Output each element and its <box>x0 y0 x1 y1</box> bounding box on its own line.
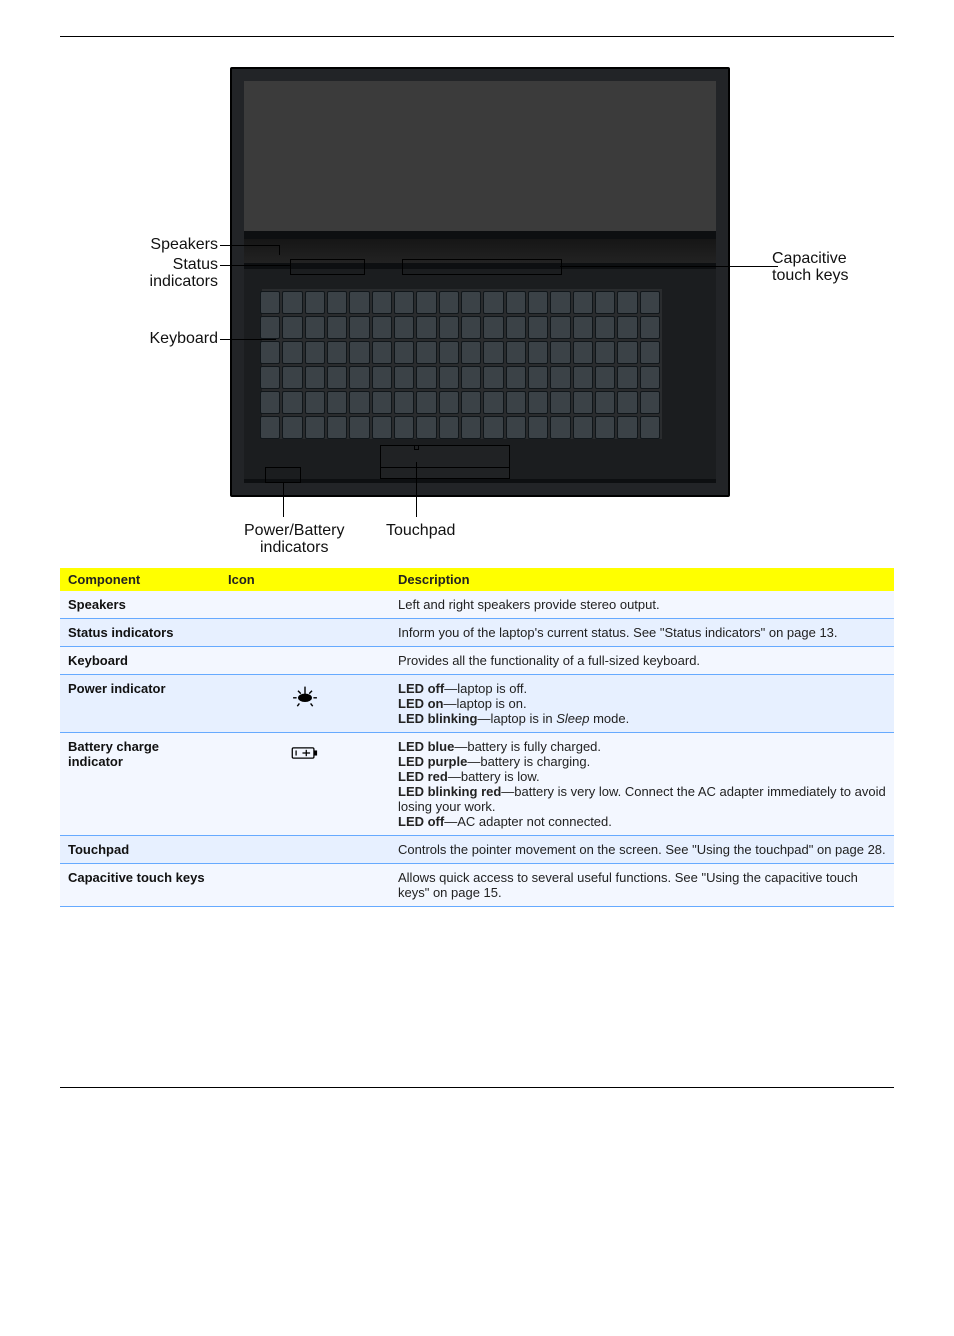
label-power-battery-indicators: Power/Batteryindicators <box>244 523 344 557</box>
touchpad-graphic <box>380 445 510 479</box>
leader-line <box>416 462 417 517</box>
table-row: Battery charge indicator LED blue—battery… <box>60 733 894 836</box>
top-rule <box>60 36 894 37</box>
table-header-icon: Icon <box>220 567 390 591</box>
cell-description: Left and right speakers provide stereo o… <box>390 591 894 619</box>
cell-icon <box>220 864 390 907</box>
cell-icon <box>220 619 390 647</box>
cell-description: Allows quick access to several useful fu… <box>390 864 894 907</box>
cell-icon <box>220 733 390 836</box>
cell-description: LED off—laptop is off.LED on—laptop is o… <box>390 675 894 733</box>
table-header-component: Component <box>60 567 220 591</box>
cell-component: Keyboard <box>60 647 220 675</box>
table-row: Status indicators Inform you of the lapto… <box>60 619 894 647</box>
table-row: Speakers Left and right speakers provide … <box>60 591 894 619</box>
laptop-diagram: Speakers Statusindicators Keyboard Capac… <box>60 67 894 542</box>
components-table: Component Icon Description Speakers Left … <box>60 566 894 907</box>
label-speakers: Speakers <box>150 237 218 254</box>
leader-line <box>283 483 284 517</box>
cell-icon <box>220 675 390 733</box>
leader-line <box>220 339 276 340</box>
label-keyboard: Keyboard <box>150 331 219 348</box>
label-touchpad: Touchpad <box>386 523 455 540</box>
page: Speakers Statusindicators Keyboard Capac… <box>0 0 954 1128</box>
label-capacitive-touch-keys: Capacitivetouch keys <box>772 251 848 285</box>
cell-component: Capacitive touch keys <box>60 864 220 907</box>
cell-description: Provides all the functionality of a full… <box>390 647 894 675</box>
table-row: Capacitive touch keys Allows quick access… <box>60 864 894 907</box>
leader-line <box>560 266 778 267</box>
leader-line <box>279 245 280 255</box>
leader-node <box>414 445 419 450</box>
bottom-rule <box>60 1087 894 1088</box>
cell-icon <box>220 836 390 864</box>
cell-component: Power indicator <box>60 675 220 733</box>
cell-description: Controls the pointer movement on the scr… <box>390 836 894 864</box>
callout-box-capacitive <box>402 259 562 275</box>
leader-line <box>220 265 290 266</box>
label-status-indicators: Statusindicators <box>150 257 218 291</box>
table-header-description: Description <box>390 567 894 591</box>
leader-line <box>220 245 280 246</box>
keyboard-graphic <box>260 291 660 439</box>
cell-component: Speakers <box>60 591 220 619</box>
cell-icon <box>220 647 390 675</box>
table-row: Power indicator LED off—laptop is off.LED… <box>60 675 894 733</box>
table-row: Keyboard Provides all the functionality o… <box>60 647 894 675</box>
cell-component: Touchpad <box>60 836 220 864</box>
cell-component: Status indicators <box>60 619 220 647</box>
cell-icon <box>220 591 390 619</box>
cell-description: Inform you of the laptop's current statu… <box>390 619 894 647</box>
power-icon <box>291 692 319 714</box>
callout-box-power-battery <box>265 467 301 483</box>
cell-component: Battery charge indicator <box>60 733 220 836</box>
battery-icon <box>291 750 319 772</box>
table-row: Touchpad Controls the pointer movement on… <box>60 836 894 864</box>
callout-box-status <box>290 259 365 275</box>
cell-description: LED blue—battery is fully charged.LED pu… <box>390 733 894 836</box>
